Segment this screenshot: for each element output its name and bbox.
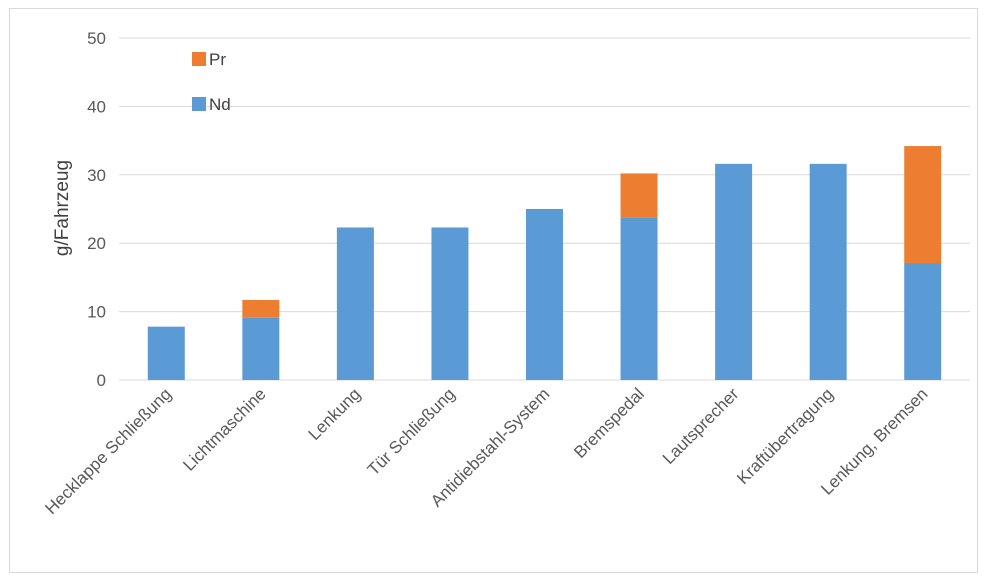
y-tick-label: 50 xyxy=(87,29,106,48)
y-tick-label: 40 xyxy=(87,97,106,116)
legend-swatch-nd xyxy=(192,97,206,111)
bar-nd-6 xyxy=(715,163,753,380)
legend-label-nd: Nd xyxy=(209,95,231,114)
x-tick-label: Lenkung, Bremsen xyxy=(817,384,931,498)
x-tick-label: Lichtmaschine xyxy=(179,384,269,474)
x-tick-label: Hecklappe Schließung xyxy=(41,384,175,518)
x-tick-label: Bremspedal xyxy=(570,384,648,462)
bar-nd-4 xyxy=(526,209,563,380)
legend-swatch-pr xyxy=(192,52,206,66)
bar-nd-1 xyxy=(242,317,280,380)
legend-label-pr: Pr xyxy=(209,50,226,69)
y-axis-title: g/Fahrzeug xyxy=(52,160,73,256)
bar-pr-8 xyxy=(904,146,942,264)
bar-pr-1 xyxy=(242,299,280,318)
x-tick-label: Lenkung xyxy=(305,384,365,444)
bar-nd-7 xyxy=(809,163,847,380)
bar-nd-8 xyxy=(904,263,942,380)
x-tick-label: Kraftübertragung xyxy=(733,384,837,488)
bar-nd-2 xyxy=(336,227,374,380)
y-tick-label: 0 xyxy=(97,371,106,390)
x-axis-ticks: Hecklappe Schließung Lichtmaschine Lenkung… xyxy=(41,384,931,518)
bar-nd-5 xyxy=(620,217,658,380)
y-axis-ticks: 0 10 20 30 40 50 xyxy=(87,29,106,390)
bar-pr-5 xyxy=(620,173,658,218)
bar-nd-0 xyxy=(147,326,185,380)
x-tick-label: Tür Schließung xyxy=(364,384,459,479)
legend: Pr Nd xyxy=(192,50,231,114)
y-tick-label: 20 xyxy=(87,234,106,253)
bars xyxy=(147,146,942,380)
x-tick-label: Lautsprecher xyxy=(659,384,743,468)
y-tick-label: 30 xyxy=(87,166,106,185)
y-tick-label: 10 xyxy=(87,303,106,322)
bar-nd-3 xyxy=(431,227,469,380)
